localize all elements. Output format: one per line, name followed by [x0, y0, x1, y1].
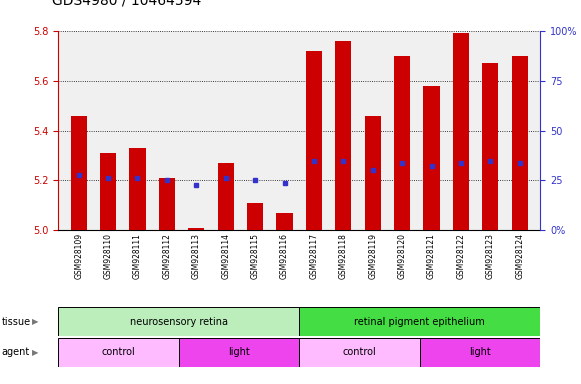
- Text: tissue: tissue: [2, 316, 31, 327]
- Bar: [159, 178, 175, 230]
- Bar: [394, 56, 410, 230]
- Text: GDS4980 / 10464594: GDS4980 / 10464594: [52, 0, 202, 8]
- Text: ▶: ▶: [32, 348, 38, 357]
- Bar: [420, 338, 540, 367]
- Text: ▶: ▶: [32, 317, 38, 326]
- Bar: [71, 116, 87, 230]
- Bar: [100, 153, 116, 230]
- Bar: [299, 307, 540, 336]
- Bar: [247, 203, 263, 230]
- Bar: [306, 51, 322, 230]
- Bar: [58, 338, 179, 367]
- Bar: [188, 228, 205, 230]
- Text: control: control: [343, 347, 376, 358]
- Bar: [179, 338, 299, 367]
- Bar: [482, 63, 498, 230]
- Text: light: light: [469, 347, 491, 358]
- Bar: [58, 307, 299, 336]
- Text: retinal pigment epithelium: retinal pigment epithelium: [354, 316, 485, 327]
- Text: control: control: [102, 347, 135, 358]
- Bar: [365, 116, 381, 230]
- Bar: [299, 338, 420, 367]
- Bar: [130, 148, 146, 230]
- Text: light: light: [228, 347, 250, 358]
- Bar: [218, 163, 234, 230]
- Bar: [277, 213, 293, 230]
- Text: neurosensory retina: neurosensory retina: [130, 316, 228, 327]
- Bar: [335, 41, 352, 230]
- Bar: [512, 56, 528, 230]
- Bar: [453, 33, 469, 230]
- Text: agent: agent: [2, 347, 30, 358]
- Bar: [424, 86, 440, 230]
